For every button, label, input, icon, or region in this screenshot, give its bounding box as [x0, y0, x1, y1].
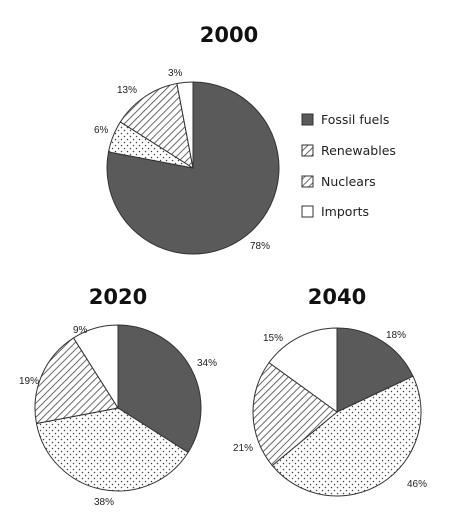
pie-slice-fossil-fuels-2040 [336, 327, 414, 413]
slice-label-fossil-2000: 78% [250, 241, 270, 252]
chart-title-2020: 2020 [89, 285, 147, 309]
pie-slice-nuclears-2000 [119, 82, 194, 170]
pie-slice-renewables-2020 [35, 407, 189, 492]
legend-swatch-nuclears [301, 175, 314, 188]
pie-slice-nuclears-2020 [34, 337, 119, 425]
slice-label-imports-2020: 9% [73, 325, 88, 336]
slice-label-imports-2040: 15% [263, 333, 283, 344]
pie-slice-fossil-fuels-2000 [106, 81, 280, 255]
legend-label-imports: Imports [321, 204, 369, 219]
pie-slice-nuclears-2040 [252, 361, 338, 467]
pie-slices-2020 [34, 324, 202, 492]
legend: Fossil fuels Renewables Nuclears Imports [301, 112, 396, 219]
legend-item-imports: Imports [301, 204, 369, 219]
slice-label-nuclears-2020: 19% [19, 376, 39, 387]
legend-swatch-imports [301, 205, 314, 218]
pie-chart-2000: 2000 78% 6% 13% 3% [94, 23, 280, 255]
pie-slice-renewables-2040 [271, 375, 422, 497]
pie-slices-2040 [252, 327, 422, 497]
slice-label-nuclears-2040: 21% [233, 443, 253, 454]
legend-label-renewables: Renewables [321, 143, 396, 158]
chart-title-2000: 2000 [200, 23, 258, 47]
chart-title-2040: 2040 [308, 285, 366, 309]
pie-labels-2040: 18% 46% 21% 15% [233, 330, 427, 490]
legend-label-nuclears: Nuclears [321, 174, 376, 189]
legend-item-nuclears: Nuclears [301, 174, 376, 189]
slice-label-renewables-2000: 6% [94, 125, 109, 136]
slice-label-renewables-2040: 46% [407, 479, 427, 490]
pie-slice-imports-2000 [176, 81, 194, 169]
legend-item-renewables: Renewables [301, 143, 396, 158]
slice-label-fossil-2040: 18% [386, 330, 406, 341]
pie-labels-2000: 78% 6% 13% 3% [94, 68, 270, 252]
slice-label-fossil-2020: 34% [197, 358, 217, 369]
pie-slices-2000 [106, 81, 280, 255]
legend-swatch-renewables [301, 144, 314, 157]
slice-label-renewables-2020: 38% [94, 497, 114, 508]
pie-labels-2020: 34% 38% 19% 9% [19, 325, 217, 508]
slice-label-nuclears-2000: 13% [117, 85, 137, 96]
legend-swatch-fossil-fuels [301, 113, 314, 126]
pie-slice-imports-2040 [268, 327, 338, 413]
legend-label-fossil-fuels: Fossil fuels [321, 112, 389, 127]
pie-chart-2040: 2040 18% 46% 21% 15% [233, 285, 427, 497]
legend-item-fossil-fuels: Fossil fuels [301, 112, 389, 127]
slice-label-imports-2000: 3% [168, 68, 183, 79]
pie-slice-imports-2020 [72, 324, 119, 410]
pie-chart-2020: 2020 34% 38% 19% 9% [19, 285, 217, 508]
